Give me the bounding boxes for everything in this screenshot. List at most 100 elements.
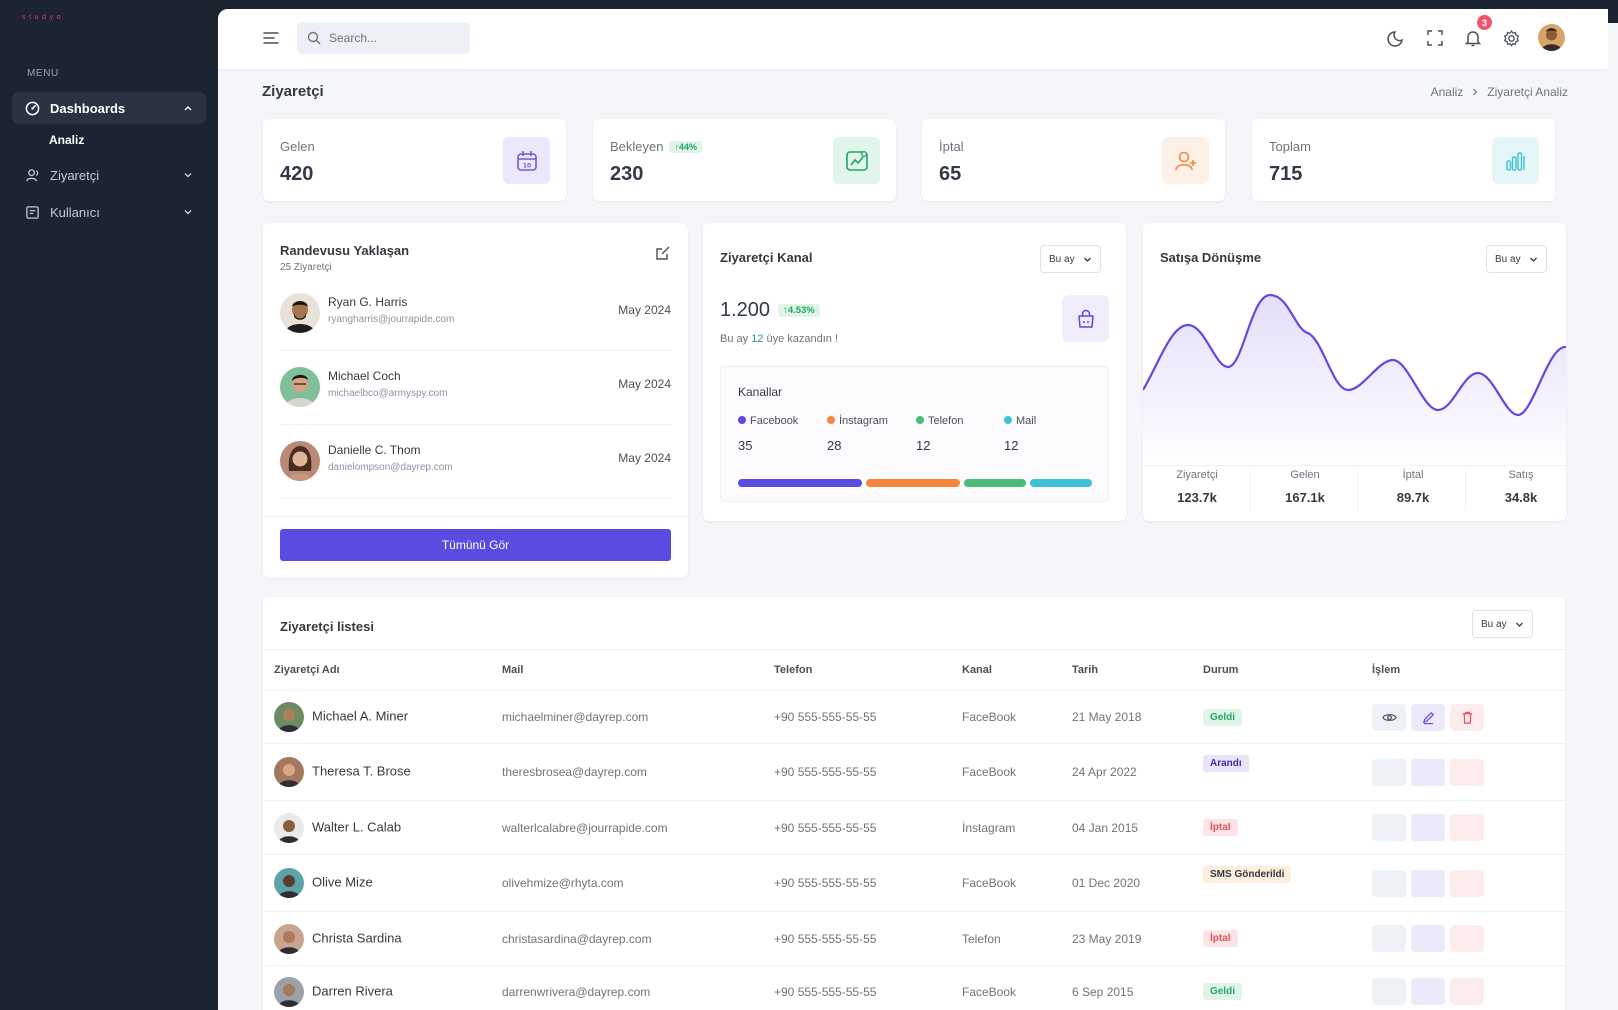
stat-value: 715: [1269, 163, 1303, 185]
status-badge: Geldi: [1203, 708, 1243, 726]
list-item[interactable]: Danielle C. Thom danielompson@dayrep.com…: [280, 425, 671, 499]
edit-button[interactable]: [1411, 703, 1445, 731]
status-cell: Geldi: [1192, 965, 1361, 1010]
channels-box: Kanallar Facebook 35 İnstagram 28 Telefon 1…: [720, 366, 1109, 502]
channel-value: 12: [1004, 438, 1019, 453]
period-dropdown[interactable]: Bu ay: [1486, 245, 1547, 273]
sidebar-item-label: Ziyaretçi: [50, 167, 100, 183]
actions-cell: [1361, 690, 1565, 744]
delete-button[interactable]: [1450, 758, 1484, 786]
phone-cell: +90 555-555-55-55: [763, 965, 951, 1010]
stat-card-iptal: İptal 65: [922, 119, 1225, 201]
conversion-stat: Satış 34.8k: [1469, 469, 1566, 505]
column-header[interactable]: Mail: [491, 649, 763, 691]
edit-button[interactable]: [1411, 814, 1445, 841]
progress-bar-mail: [1030, 479, 1092, 487]
legend-dot: [1004, 416, 1012, 424]
sidebar-subitem-analiz[interactable]: Analiz: [49, 133, 85, 147]
stat-value: 34.8k: [1504, 490, 1538, 505]
breadcrumb: Analiz Ziyaretçi Analiz: [1431, 85, 1568, 99]
progress-bar-instagram: [866, 479, 960, 487]
conversion-stat: İptal 89.7k: [1361, 469, 1465, 505]
table-row[interactable]: Walter L. Calab walterlcalabre@jourrapide…: [263, 800, 1565, 855]
delete-button[interactable]: [1450, 925, 1484, 952]
stat-label: İptal: [939, 139, 964, 154]
column-header[interactable]: Durum: [1192, 649, 1361, 691]
search-icon: [307, 31, 321, 45]
status-cell: Arandı: [1192, 743, 1361, 801]
table-row[interactable]: Olive Mize olivehmize@rhyta.com +90 555-55…: [263, 854, 1565, 912]
channel-name: Mail: [1016, 415, 1037, 427]
view-button[interactable]: [1372, 869, 1406, 897]
edit-button[interactable]: [1411, 758, 1445, 786]
table-row[interactable]: Michael A. Miner michaelminer@dayrep.com +…: [263, 690, 1565, 744]
edit-button[interactable]: [1411, 869, 1445, 897]
phone-cell: +90 555-555-55-55: [763, 690, 951, 744]
column-header[interactable]: Telefon: [763, 649, 951, 691]
sidebar-item-kullanici[interactable]: Kullanıcı: [12, 196, 206, 228]
channels-note: Bu ay 12 üye kazandın !: [720, 333, 838, 345]
edit-button[interactable]: [1411, 978, 1445, 1005]
period-dropdown[interactable]: Bu ay: [1472, 610, 1533, 638]
view-button[interactable]: [1372, 978, 1406, 1005]
chevron-down-icon: [184, 210, 192, 215]
delete-button[interactable]: [1450, 814, 1484, 841]
stat-label-text: Bekleyen: [610, 139, 664, 154]
delete-button[interactable]: [1450, 978, 1484, 1005]
visitor-table: Ziyaretçi Adı Mail Telefon Kanal Tarih D…: [263, 649, 1565, 1010]
conversion-card: Satışa Dönüşme Bu ay Ziyaretçi 123.7k Gel…: [1143, 223, 1566, 521]
breadcrumb-item[interactable]: Analiz: [1430, 85, 1464, 99]
edit-button[interactable]: [1411, 925, 1445, 952]
visitor-name: Darren Rivera: [312, 982, 393, 998]
edit-icon[interactable]: [655, 245, 671, 261]
view-button[interactable]: [1372, 814, 1406, 841]
line-series: [1143, 293, 1566, 417]
bell-icon[interactable]: [1462, 27, 1484, 49]
actions-cell: [1361, 965, 1565, 1010]
search-box[interactable]: [297, 22, 470, 54]
table-row[interactable]: Theresa T. Brose theresbrosea@dayrep.com +…: [263, 743, 1565, 801]
bar-chart-icon: [1492, 137, 1539, 184]
column-header[interactable]: Ziyaretçi Adı: [263, 649, 491, 691]
logo[interactable]: PLAY studyo: [20, 14, 1618, 1010]
fullscreen-icon[interactable]: [1424, 27, 1446, 49]
chevron-down-icon: [184, 173, 192, 178]
column-header[interactable]: Kanal: [951, 649, 1061, 691]
stat-card-toplam: Toplam 715: [1252, 119, 1555, 201]
chevron-down-icon: [1515, 622, 1523, 627]
view-button[interactable]: [1372, 758, 1406, 786]
list-item[interactable]: Michael Coch michaelbco@armyspy.com May …: [280, 351, 671, 425]
search-input[interactable]: [329, 31, 449, 45]
bag-icon: [1062, 295, 1109, 342]
channels-card: Ziyaretçi Kanal Bu ay 1.200 ↑4.53% Bu ay …: [703, 223, 1126, 521]
table-row[interactable]: Darren Rivera darrenwrivera@dayrep.com +90…: [263, 965, 1565, 1010]
date-cell: 6 Sep 2015: [1061, 965, 1192, 1010]
mail-cell: christasardina@dayrep.com: [491, 911, 763, 966]
status-badge: Arandı: [1203, 754, 1249, 772]
channel-value: 28: [827, 438, 842, 453]
period-dropdown[interactable]: Bu ay: [1040, 245, 1101, 273]
table-row[interactable]: Christa Sardina christasardina@dayrep.com…: [263, 911, 1565, 966]
view-all-button[interactable]: Tümünü Gör: [280, 529, 671, 561]
sidebar-item-ziyaretci[interactable]: Ziyaretçi: [12, 159, 206, 191]
gear-icon[interactable]: [1500, 27, 1522, 49]
menu-toggle-icon[interactable]: [262, 29, 280, 47]
appointment-date: May 2024: [618, 303, 671, 317]
delete-button[interactable]: [1450, 703, 1484, 731]
divider: [1250, 471, 1251, 511]
card-title: Ziyaretçi Kanal: [720, 250, 813, 265]
view-button[interactable]: [1372, 703, 1406, 731]
visitor-name-cell: Olive Mize: [263, 854, 491, 912]
eye-icon: [1381, 713, 1397, 721]
sidebar-item-dashboards[interactable]: Dashboards: [12, 92, 206, 124]
column-header[interactable]: Tarih: [1061, 649, 1192, 691]
user-avatar[interactable]: [1538, 24, 1565, 51]
stat-label: Satış: [1508, 469, 1534, 481]
delete-button[interactable]: [1450, 869, 1484, 897]
view-button[interactable]: [1372, 925, 1406, 952]
moon-icon[interactable]: [1386, 27, 1408, 49]
chevron-down-icon: [1083, 257, 1091, 262]
visitor-name-cell: Walter L. Calab: [263, 800, 491, 855]
list-item[interactable]: Ryan G. Harris ryangharris@jourrapide.co…: [280, 277, 671, 351]
trend-value: 44%: [678, 142, 697, 152]
